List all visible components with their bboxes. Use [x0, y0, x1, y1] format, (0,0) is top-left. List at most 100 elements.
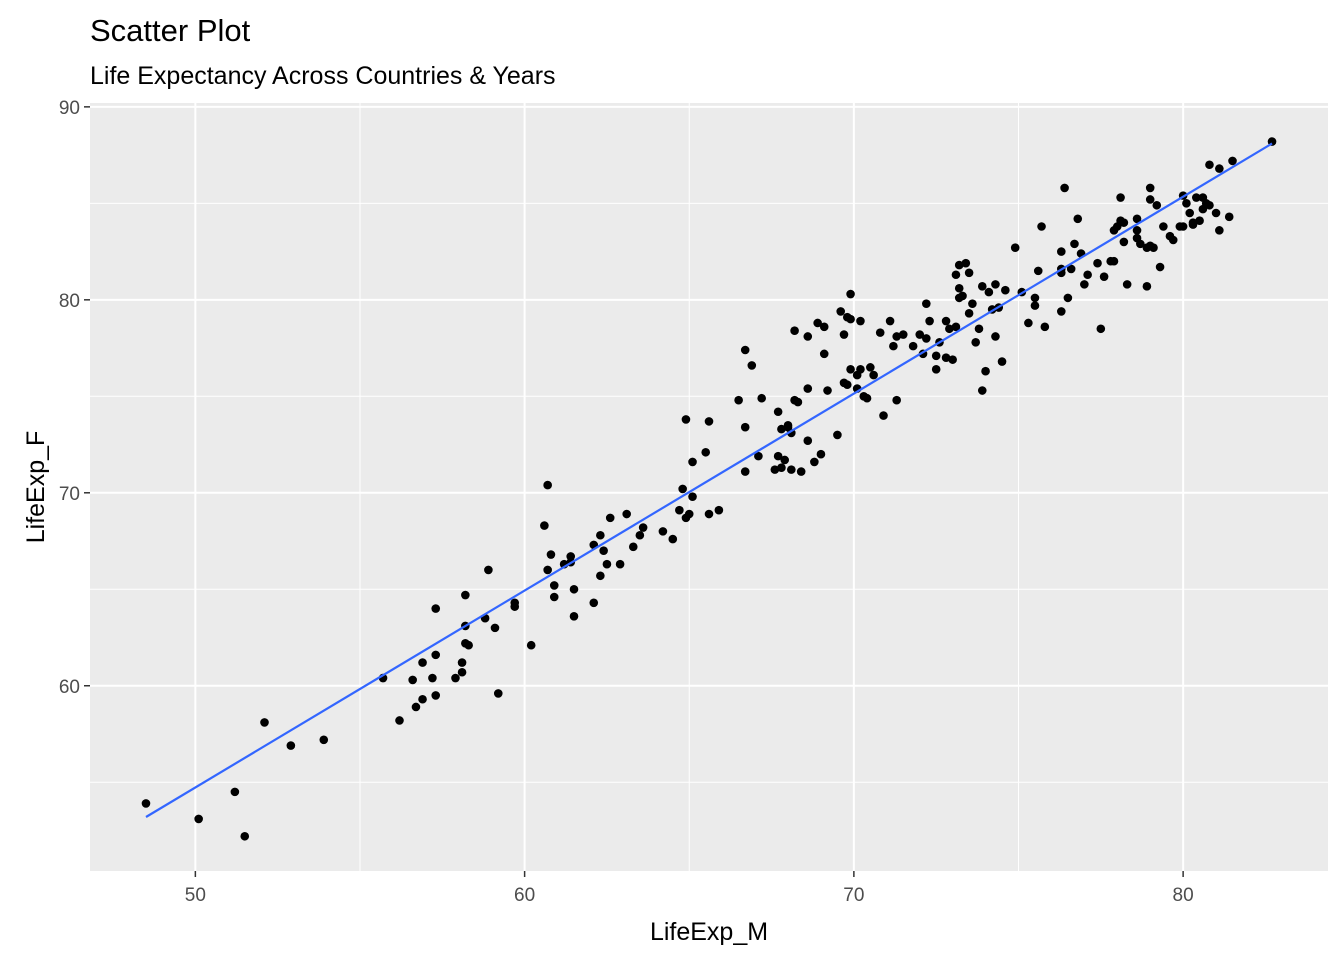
data-point: [862, 393, 872, 403]
data-point: [1136, 239, 1145, 249]
data-point: [856, 364, 865, 374]
data-point: [1073, 214, 1083, 224]
data-point: [1070, 239, 1079, 249]
data-point: [951, 270, 961, 280]
data-point: [1182, 199, 1191, 208]
data-point: [688, 457, 697, 467]
data-point: [977, 282, 987, 291]
x-tick-label: 60: [514, 885, 535, 906]
data-point: [1142, 282, 1152, 291]
data-point: [931, 364, 941, 374]
y-tick-label: 70: [59, 484, 80, 505]
data-point: [1178, 222, 1188, 231]
data-point: [958, 291, 967, 301]
data-point: [457, 667, 467, 677]
data-point: [773, 407, 783, 417]
data-point: [846, 364, 855, 374]
data-point: [941, 353, 951, 363]
data-point: [1096, 324, 1106, 334]
data-point: [948, 355, 957, 364]
x-tick-label: 80: [1173, 885, 1194, 906]
data-point: [704, 509, 714, 519]
data-point: [431, 691, 441, 700]
data-point: [740, 422, 750, 432]
data-point: [1224, 212, 1234, 222]
data-points: [141, 137, 1277, 841]
data-point: [922, 299, 931, 308]
data-point: [1215, 226, 1224, 235]
data-point: [951, 322, 961, 332]
data-point: [974, 324, 984, 334]
data-point: [526, 640, 536, 650]
data-point: [549, 592, 559, 602]
data-point: [569, 584, 579, 594]
data-point: [1010, 243, 1020, 253]
data-point: [819, 322, 829, 332]
data-point: [846, 314, 855, 324]
data-point: [714, 505, 724, 515]
data-point: [777, 424, 786, 434]
data-point: [543, 480, 552, 490]
data-point: [803, 332, 813, 341]
data-point: [510, 602, 520, 611]
data-point: [813, 318, 822, 328]
data-point: [790, 326, 799, 335]
data-point: [141, 799, 151, 808]
data-point: [1211, 208, 1221, 218]
data-point: [605, 513, 615, 523]
data-point: [1119, 218, 1129, 227]
data-point: [773, 451, 783, 461]
data-point: [596, 530, 605, 540]
data-point: [984, 287, 994, 297]
data-point: [566, 552, 576, 561]
data-point: [1149, 243, 1158, 253]
chart-title: Scatter Plot: [90, 13, 251, 48]
data-point: [684, 509, 694, 519]
data-point: [977, 386, 987, 395]
data-point: [780, 455, 790, 465]
data-point: [490, 623, 500, 633]
data-point: [286, 741, 296, 750]
data-point: [1093, 258, 1102, 268]
data-point: [803, 384, 813, 393]
data-point: [875, 328, 885, 337]
data-point: [675, 505, 684, 515]
data-point: [1152, 200, 1162, 210]
data-point: [836, 307, 846, 316]
data-point: [602, 559, 612, 569]
data-point: [549, 581, 559, 590]
data-point: [740, 345, 750, 355]
data-point: [908, 341, 918, 351]
data-point: [819, 349, 829, 359]
data-point: [658, 527, 668, 536]
data-point: [1228, 156, 1237, 166]
data-point: [484, 565, 493, 575]
data-point: [866, 363, 875, 372]
data-point: [856, 316, 865, 326]
data-point: [569, 611, 579, 621]
data-point: [395, 716, 404, 725]
data-point: [941, 316, 951, 326]
data-point: [971, 337, 980, 347]
data-point: [464, 640, 473, 650]
data-point: [842, 380, 852, 390]
chart-subtitle: Life Expectancy Across Countries & Years: [90, 62, 556, 90]
data-point: [1145, 195, 1155, 204]
data-point: [638, 523, 648, 532]
data-point: [898, 330, 908, 339]
data-point: [770, 465, 780, 474]
data-point: [622, 509, 631, 519]
data-point: [968, 299, 977, 308]
data-point: [915, 330, 925, 339]
data-point: [635, 530, 645, 540]
data-point: [981, 366, 990, 376]
data-point: [991, 280, 1000, 289]
data-point: [931, 351, 941, 361]
data-point: [1159, 222, 1168, 231]
data-point: [777, 463, 786, 473]
data-point: [428, 673, 437, 683]
data-point: [1132, 214, 1142, 224]
data-point: [540, 521, 549, 530]
data-point: [954, 283, 964, 293]
data-point: [991, 332, 1000, 341]
